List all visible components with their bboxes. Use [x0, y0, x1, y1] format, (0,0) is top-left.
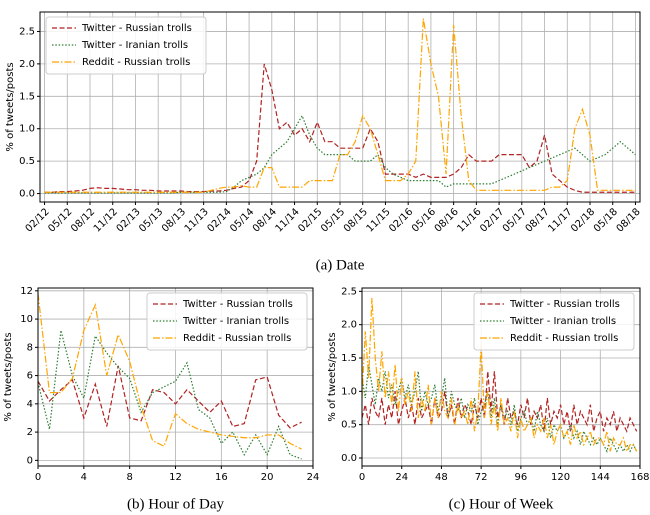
y-tick-label: 10 [20, 314, 33, 325]
x-tick-label: 08/16 [433, 206, 461, 234]
y-tick-label: 0.0 [19, 189, 35, 200]
x-tick-label: 05/13 [137, 206, 165, 234]
x-tick-label: 05/15 [319, 206, 347, 234]
legend-label: Twitter - Iranian trolls [509, 316, 616, 327]
y-tick-label: 4 [27, 399, 33, 410]
x-tick-label: 16 [215, 472, 228, 483]
x-tick-label: 08/12 [69, 206, 97, 234]
x-tick-label: 11/15 [365, 206, 393, 234]
y-tick-label: 8 [27, 342, 33, 353]
legend-label: Twitter - Russian trolls [509, 299, 620, 310]
y-tick-label: 1.0 [341, 386, 357, 397]
x-tick-label: 48 [435, 472, 448, 483]
y-tick-label: 2.5 [19, 26, 35, 37]
x-tick-label: 11/12 [92, 206, 120, 234]
series-line [361, 297, 638, 454]
x-tick-label: 0 [35, 472, 41, 483]
y-tick-label: 2.5 [341, 286, 357, 297]
x-tick-label: 168 [630, 472, 649, 483]
x-tick-label: 05/12 [46, 206, 74, 234]
x-tick-label: 02/14 [205, 206, 233, 234]
y-tick-label: 2.0 [19, 59, 35, 70]
y-tick-label: 1.5 [19, 91, 35, 102]
caption: (b) Hour of Day [127, 496, 225, 512]
caption: (c) Hour of Week [449, 496, 554, 512]
y-tick-label: 1.5 [341, 353, 357, 364]
plot-frame [39, 11, 641, 203]
y-tick-label: 0.5 [19, 156, 35, 167]
x-tick-label: 02/18 [569, 206, 597, 234]
series-line [361, 371, 638, 434]
x-tick-label: 08/13 [160, 206, 188, 234]
x-tick-label: 12 [169, 472, 182, 483]
y-tick-label: 1.0 [19, 124, 35, 135]
y-axis-label: % of tweets/posts [3, 332, 14, 421]
legend-box [45, 16, 207, 75]
plot-frame [37, 287, 314, 467]
legend-label: Reddit - Russian trolls [82, 57, 190, 68]
y-axis-label: % of tweets/posts [327, 332, 338, 421]
y-tick-label: 0.0 [341, 453, 357, 464]
legend-label: Reddit - Russian trolls [510, 333, 618, 344]
x-tick-label: 02/13 [115, 206, 143, 234]
x-tick-label: 24 [395, 472, 408, 483]
x-tick-label: 72 [475, 472, 488, 483]
series-line [37, 365, 302, 429]
x-tick-label: 11/13 [183, 206, 211, 234]
x-tick-label: 05/18 [592, 206, 620, 234]
y-axis-label: % of tweets/posts [5, 62, 16, 151]
x-tick-label: 05/14 [228, 206, 256, 234]
x-tick-label: 144 [591, 472, 610, 483]
x-tick-label: 4 [81, 472, 87, 483]
x-tick-label: 11/14 [274, 206, 302, 234]
x-tick-label: 20 [261, 472, 274, 483]
x-tick-label: 11/17 [546, 206, 574, 234]
x-tick-label: 05/16 [410, 206, 438, 234]
x-tick-label: 02/12 [24, 206, 52, 234]
legend-label: Twitter - Russian trolls [182, 299, 293, 310]
x-tick-label: 8 [126, 472, 132, 483]
x-tick-label: 02/16 [387, 206, 415, 234]
x-tick-label: 02/17 [478, 206, 506, 234]
y-tick-label: 2 [27, 427, 33, 438]
legend-label: Twitter - Iranian trolls [182, 316, 289, 327]
plot-frame [361, 287, 641, 467]
x-tick-label: 11/16 [455, 206, 483, 234]
y-tick-label: 6 [27, 371, 33, 382]
series-line [361, 364, 638, 454]
x-tick-label: 08/15 [342, 206, 370, 234]
series-line [44, 114, 636, 194]
x-tick-label: 08/18 [615, 206, 643, 234]
caption: (a) Date [316, 257, 365, 273]
subplot: 0.0 0.5 1.0 1.5 2.0 2.5 0 24 48 72 96 120 144 168 % of… [327, 286, 650, 512]
x-tick-label: 02/15 [296, 206, 324, 234]
legend-label: Twitter - Russian trolls [81, 23, 192, 34]
x-tick-label: 0 [359, 472, 365, 483]
y-tick-label: 0 [27, 455, 33, 466]
x-tick-label: 05/17 [501, 206, 529, 234]
x-tick-label: 24 [307, 472, 320, 483]
legend-box [473, 292, 635, 351]
y-tick-label: 0.5 [341, 420, 357, 431]
x-tick-label: 08/17 [524, 206, 552, 234]
legend-box [146, 292, 308, 351]
x-tick-label: 120 [551, 472, 570, 483]
x-tick-label: 08/14 [251, 206, 279, 234]
y-tick-label: 12 [20, 286, 33, 297]
subplot: 0.00.51.01.52.02.502/1205/1208/1211/1202… [5, 11, 643, 273]
y-tick-label: 2.0 [341, 320, 357, 331]
series-line [37, 330, 302, 460]
legend-label: Twitter - Iranian trolls [81, 40, 188, 51]
series-line [44, 63, 636, 193]
series-line [37, 293, 302, 450]
legend-label: Reddit - Russian trolls [183, 333, 291, 344]
x-tick-label: 96 [514, 472, 527, 483]
